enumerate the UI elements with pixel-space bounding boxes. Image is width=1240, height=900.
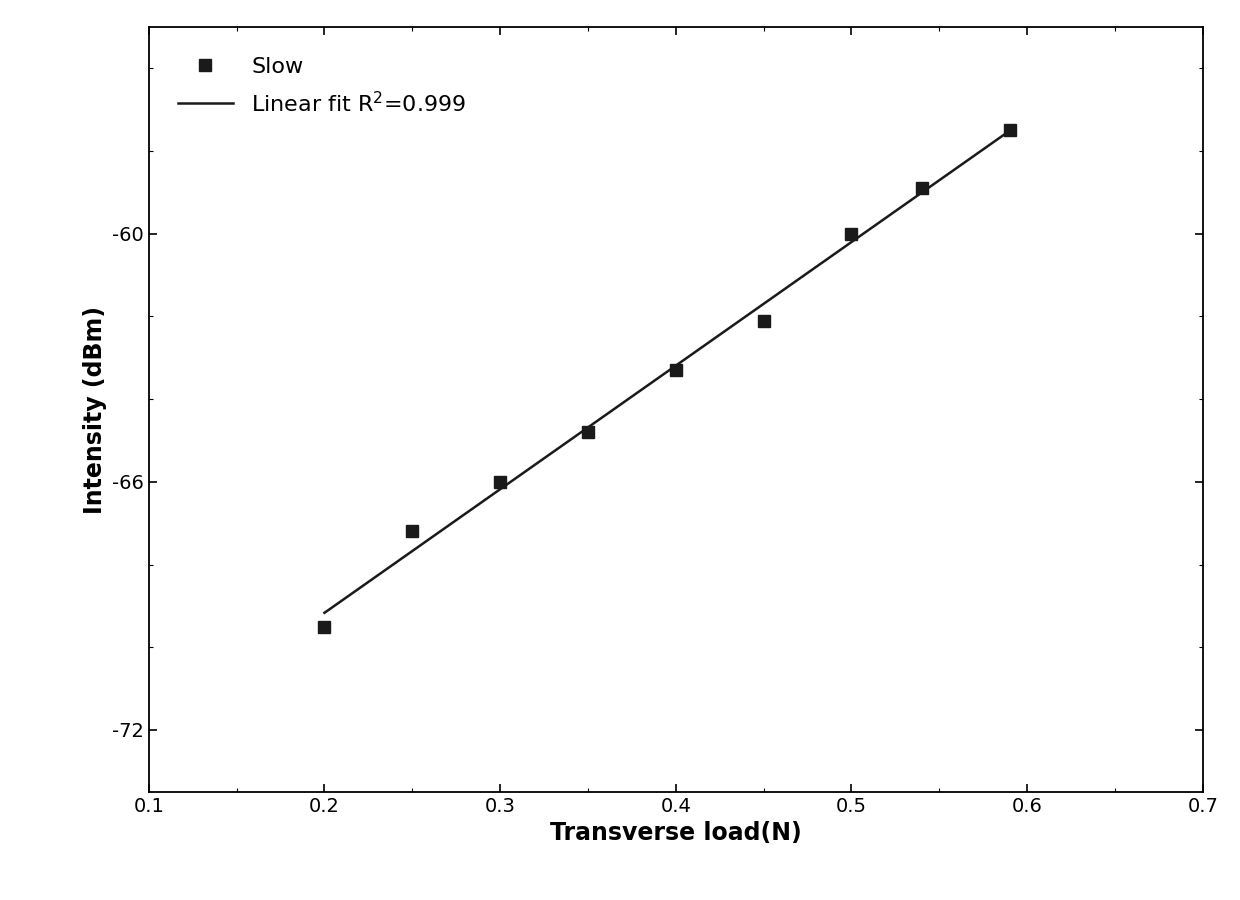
Legend: Slow, Linear fit R$^2$=0.999: Slow, Linear fit R$^2$=0.999 xyxy=(160,38,484,134)
Linear fit R$^2$=0.999 xyxy=(1002,125,1017,136)
Linear fit R$^2$=0.999 xyxy=(894,202,909,212)
Slow xyxy=(668,364,683,375)
Slow xyxy=(844,229,859,239)
Linear fit R$^2$=0.999 xyxy=(723,322,738,333)
Y-axis label: Intensity (dBm): Intensity (dBm) xyxy=(83,305,107,514)
Line: Slow: Slow xyxy=(319,124,1016,633)
Linear fit R$^2$=0.999 xyxy=(937,170,952,181)
Slow xyxy=(756,315,771,326)
Slow xyxy=(492,476,507,487)
Linear fit R$^2$=0.999 xyxy=(725,320,740,331)
Slow xyxy=(914,183,929,194)
Line: Linear fit R$^2$=0.999: Linear fit R$^2$=0.999 xyxy=(325,130,1009,613)
Linear fit R$^2$=0.999 xyxy=(317,608,332,618)
Linear fit R$^2$=0.999 xyxy=(320,606,335,616)
Slow xyxy=(580,427,595,437)
Slow xyxy=(317,621,332,632)
Slow xyxy=(404,526,419,537)
Linear fit R$^2$=0.999 xyxy=(737,312,751,323)
Slow xyxy=(1002,125,1017,136)
X-axis label: Transverse load(N): Transverse load(N) xyxy=(549,822,802,845)
